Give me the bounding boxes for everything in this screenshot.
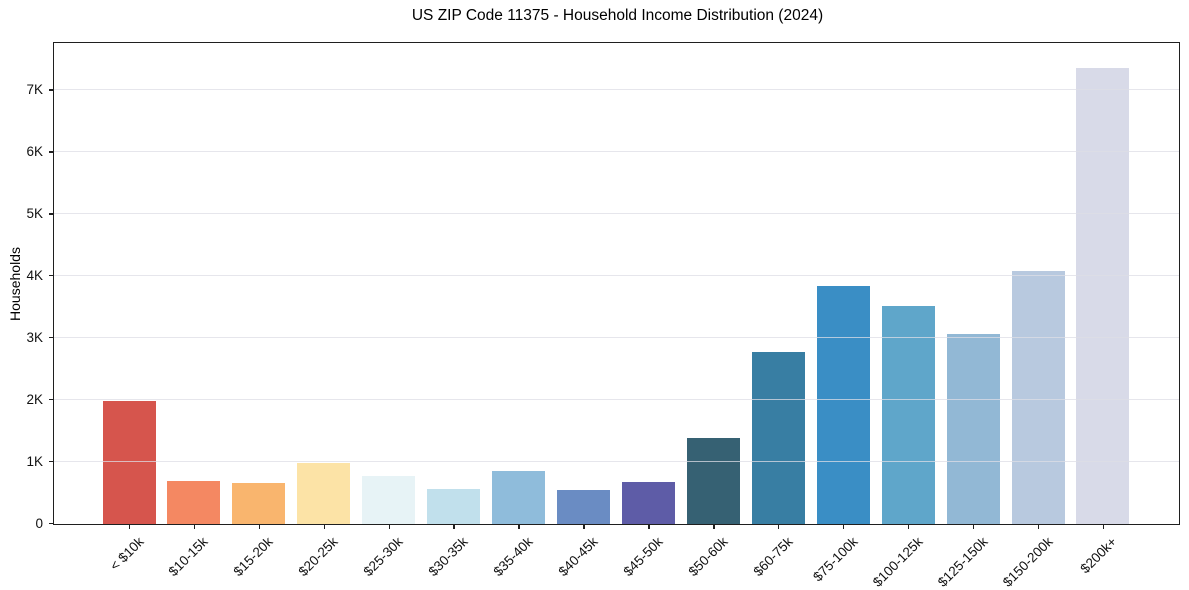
y-tick-mark-3K xyxy=(49,336,53,339)
x-tick-mark-10 xyxy=(713,525,715,529)
y-tick-mark-5K xyxy=(49,213,53,215)
x-tick-mark-5 xyxy=(388,525,390,529)
chart-title: US ZIP Code 11375 - Household Income Dis… xyxy=(411,7,824,24)
y-tick-mark-6K xyxy=(49,151,53,153)
bar-7 xyxy=(492,471,546,524)
gridline-1000 xyxy=(54,461,1179,463)
y-tick-label-3K: 3K xyxy=(26,330,43,346)
y-tick-mark-0 xyxy=(49,522,53,525)
x-tick-mark-3 xyxy=(258,525,261,529)
bar-13 xyxy=(881,306,935,524)
x-tick-mark-1 xyxy=(128,525,131,529)
bar-8 xyxy=(557,490,610,524)
x-tick-label-2: $10-15k xyxy=(165,534,212,580)
x-tick-label-11: $60-75k xyxy=(750,534,796,580)
bar-5 xyxy=(362,475,416,524)
x-tick-mark-15 xyxy=(1037,525,1040,529)
y-tick-label-6K: 6K xyxy=(26,144,43,160)
x-tick-label-3: $15-20k xyxy=(230,534,276,580)
y-tick-mark-1K xyxy=(49,460,53,463)
bar-6 xyxy=(427,488,481,524)
x-tick-label-15: $150-200k xyxy=(999,534,1056,590)
bar-10 xyxy=(686,437,740,524)
bar-9 xyxy=(621,481,675,524)
x-tick-mark-8 xyxy=(583,525,585,529)
x-tick-label-12: $75-100k xyxy=(809,534,861,585)
x-tick-label-8: $40-45k xyxy=(555,534,601,580)
x-tick-label-7: $35-40k xyxy=(490,534,536,580)
bar-16 xyxy=(1076,67,1130,524)
bar-14 xyxy=(946,334,1000,524)
x-tick-mark-12 xyxy=(843,525,845,529)
x-tick-label-6: $30-35k xyxy=(425,534,471,580)
y-tick-mark-2K xyxy=(49,398,53,401)
y-tick-label-7K: 7K xyxy=(26,82,43,98)
x-tick-label-9: $45-50k xyxy=(620,534,666,580)
x-tick-label-5: $25-30k xyxy=(360,534,406,580)
x-tick-mark-13 xyxy=(907,525,910,529)
y-tick-label-1K: 1K xyxy=(26,454,43,470)
x-tick-label-16: $200k+ xyxy=(1077,534,1121,577)
y-tick-label-2K: 2K xyxy=(26,392,43,408)
y-axis-label: Households xyxy=(7,247,23,321)
x-tick-label-1: < $10k xyxy=(106,534,147,574)
plot-area xyxy=(53,42,1180,525)
x-tick-label-14: $125-150k xyxy=(934,534,991,590)
bar-2 xyxy=(167,480,221,524)
y-tick-label-4K: 4K xyxy=(26,268,43,284)
y-tick-label-5K: 5K xyxy=(26,206,43,222)
x-tick-mark-7 xyxy=(518,525,520,529)
gridline-7000 xyxy=(54,89,1179,91)
x-tick-label-13: $100-125k xyxy=(869,534,926,590)
x-tick-mark-9 xyxy=(648,525,650,529)
gridline-3000 xyxy=(54,337,1179,339)
gridline-6000 xyxy=(54,151,1179,153)
bar-1 xyxy=(102,401,156,524)
x-tick-mark-11 xyxy=(778,525,780,529)
bar-11 xyxy=(751,352,805,524)
x-tick-label-10: $50-60k xyxy=(685,534,731,580)
gridline-5000 xyxy=(54,213,1179,215)
bar-12 xyxy=(816,286,870,524)
bar-3 xyxy=(232,482,286,524)
bar-15 xyxy=(1011,270,1065,524)
x-tick-label-4: $20-25k xyxy=(295,534,341,580)
y-tick-mark-7K xyxy=(49,89,53,91)
x-tick-mark-4 xyxy=(323,525,325,529)
gridline-4000 xyxy=(54,275,1179,277)
gridline-2000 xyxy=(54,399,1179,401)
y-tick-label-0: 0 xyxy=(35,516,43,531)
x-tick-mark-14 xyxy=(972,525,975,529)
y-tick-mark-4K xyxy=(49,275,53,277)
x-tick-mark-16 xyxy=(1102,525,1105,529)
bar-4 xyxy=(297,462,351,524)
x-tick-mark-6 xyxy=(453,525,455,529)
x-tick-mark-2 xyxy=(193,525,196,529)
